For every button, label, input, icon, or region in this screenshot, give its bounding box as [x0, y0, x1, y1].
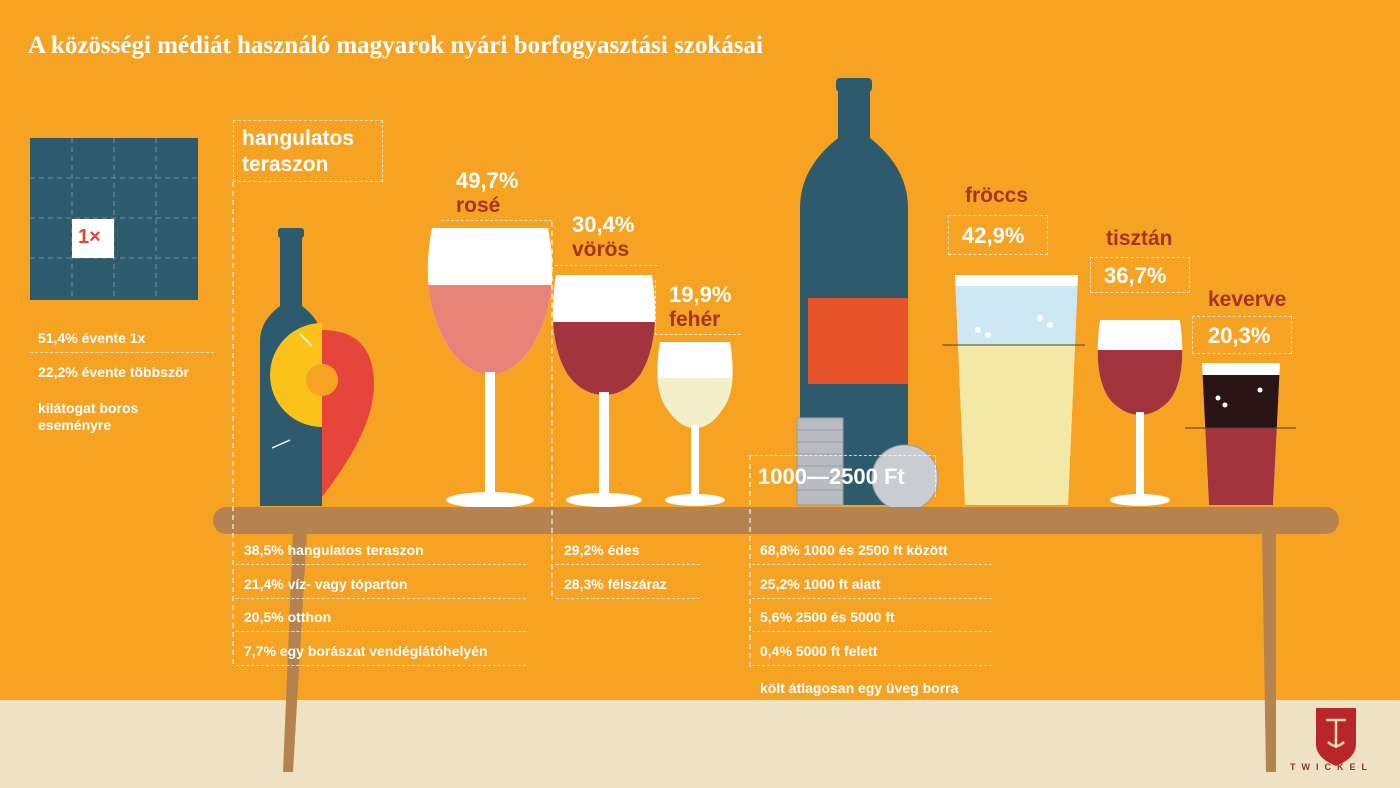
red-glass — [552, 275, 656, 507]
list-item: 20,5% otthon — [236, 609, 526, 632]
pure-glass — [1097, 320, 1183, 506]
events-item: 51,4% évente 1x — [30, 330, 214, 353]
mixing-label: fröccs — [965, 184, 1029, 207]
list-item: 21,4% víz- vagy tóparton — [236, 576, 526, 599]
bottle-pin-icon — [260, 228, 374, 506]
table — [213, 507, 1339, 772]
floor — [0, 700, 1400, 788]
list-item: 5,6% 2500 és 5000 ft — [752, 609, 992, 632]
guides — [232, 182, 751, 668]
wine-type-percent: 19,9% — [669, 282, 732, 307]
wine-type-percent: 30,4% — [572, 212, 635, 237]
wine-type: 49,7% rosé — [456, 168, 518, 218]
wine-type: 30,4% vörös — [572, 212, 634, 262]
calendar-icon — [30, 138, 198, 300]
list-item: 29,2% édes — [556, 542, 700, 565]
wine-type-label: vörös — [572, 238, 630, 261]
mixing-percent: 20,3% — [1208, 323, 1271, 348]
list-item: 25,2% 1000 ft alatt — [752, 576, 992, 599]
white-glass — [657, 342, 733, 506]
location-heading: hangulatos teraszon — [242, 127, 355, 176]
mixing-percent: 42,9% — [962, 223, 1025, 248]
events-caption: kilátogat boros eseményre — [38, 400, 139, 433]
list-item: 28,3% félszáraz — [556, 576, 700, 599]
list-item: 7,7% egy borászat vendéglátóhelyén — [236, 643, 526, 666]
list-item: 0,4% 5000 ft felett — [752, 643, 992, 666]
rose-glass — [427, 228, 553, 508]
list-item: 68,8% 1000 és 2500 ft között — [752, 542, 992, 565]
mixed-glass — [1185, 363, 1296, 505]
wine-type-label: fehér — [669, 308, 721, 331]
mixing-label: tisztán — [1106, 227, 1173, 250]
wine-bottle — [800, 78, 908, 505]
mixing-percent: 36,7% — [1104, 263, 1167, 288]
list-item: 38,5% hangulatos teraszon — [236, 542, 526, 565]
calendar-label: 1× — [78, 226, 101, 248]
wine-type: 19,9% fehér — [669, 282, 731, 332]
price-caption: költ átlagosan egy üveg borra — [760, 680, 959, 696]
coins — [796, 417, 939, 512]
logo-text: TWICKEL — [1290, 762, 1373, 772]
title: A közösségi médiát használó magyarok nyá… — [28, 32, 763, 59]
mixing-label: keverve — [1208, 288, 1287, 311]
logo-shield — [1316, 708, 1356, 766]
wine-type-percent: 49,7% — [456, 168, 519, 193]
events-item: 22,2% évente többször — [38, 364, 189, 380]
wine-type-label: rosé — [456, 194, 501, 217]
spritzer-glass — [942, 275, 1085, 505]
price-badge: 1000—2500 Ft — [758, 464, 905, 489]
